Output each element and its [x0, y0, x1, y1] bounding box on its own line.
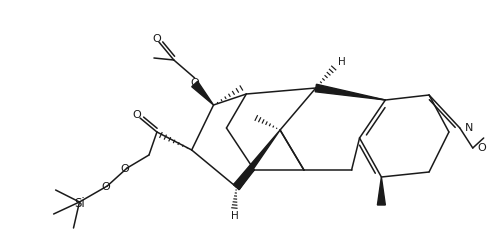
Text: O: O [133, 110, 142, 120]
Polygon shape [233, 130, 280, 189]
Text: O: O [153, 34, 162, 44]
Text: O: O [101, 182, 110, 192]
Text: H: H [230, 211, 238, 221]
Text: O: O [121, 164, 129, 174]
Polygon shape [315, 84, 386, 100]
Text: O: O [190, 78, 199, 88]
Text: N: N [465, 123, 473, 133]
Polygon shape [234, 170, 254, 190]
Text: Si: Si [74, 196, 85, 209]
Text: H: H [338, 57, 346, 67]
Text: O: O [478, 143, 487, 153]
Polygon shape [377, 177, 386, 205]
Polygon shape [192, 81, 214, 105]
